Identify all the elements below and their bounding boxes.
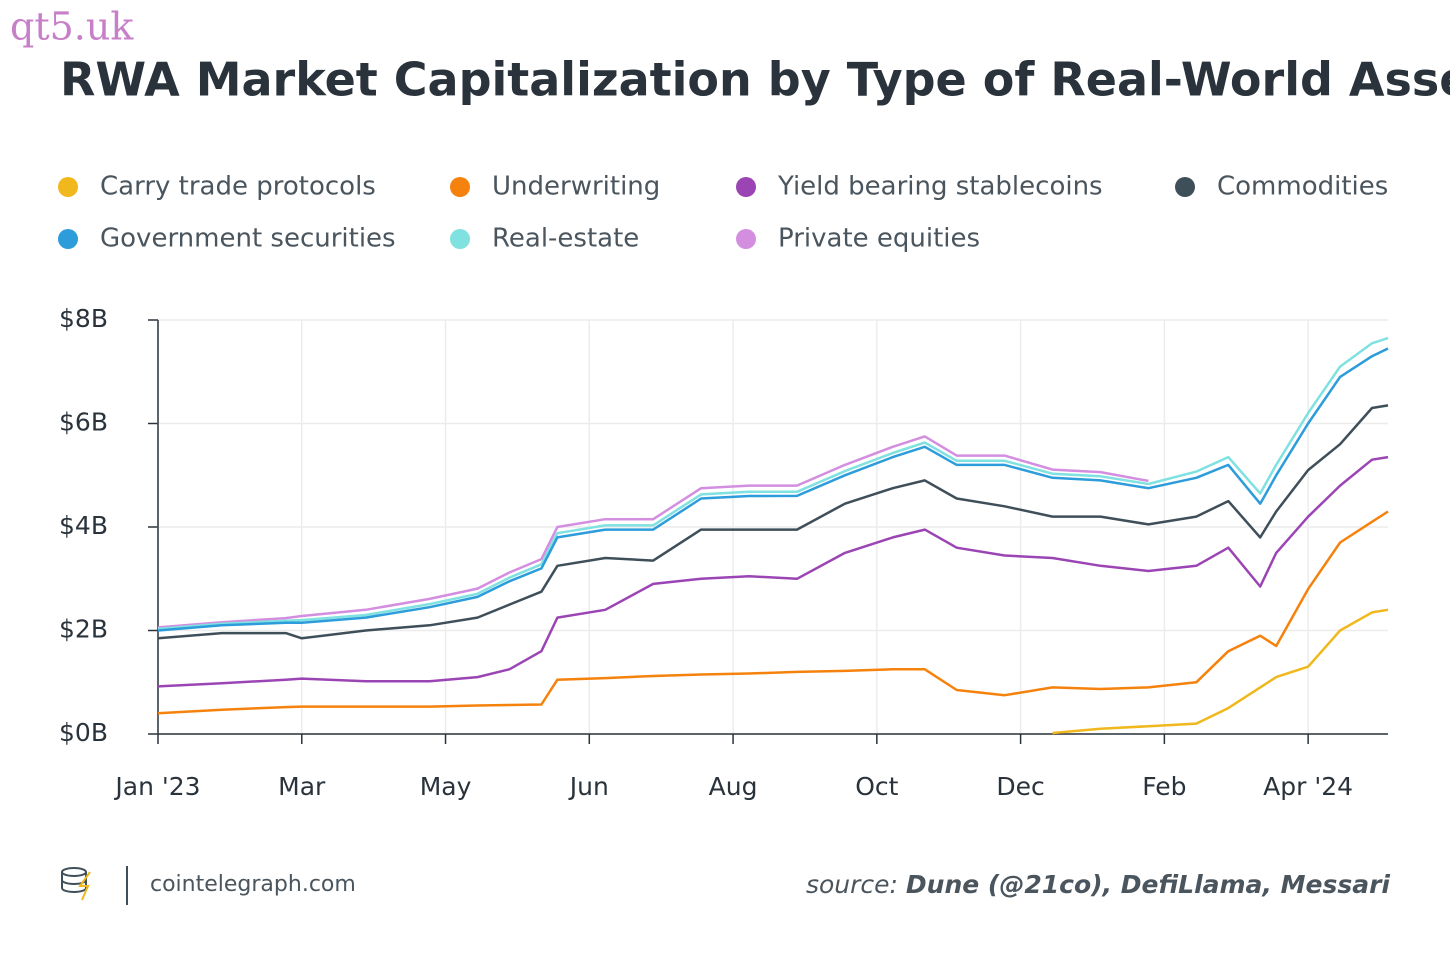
series-line bbox=[157, 435, 1149, 629]
x-tick-label: Jan '23 bbox=[113, 772, 200, 801]
y-tick-label: $0B bbox=[59, 718, 108, 747]
x-tick-label: Feb bbox=[1142, 772, 1186, 801]
x-tick-label: Jun bbox=[568, 772, 609, 801]
y-tick-label: $6B bbox=[59, 408, 108, 437]
logo bbox=[61, 867, 91, 901]
legend-marker bbox=[450, 229, 470, 249]
footer-site: cointelegraph.com bbox=[150, 872, 356, 897]
legend-label: Commodities bbox=[1217, 172, 1388, 202]
legend-marker bbox=[450, 177, 470, 197]
legend-marker bbox=[58, 229, 78, 249]
footer-source: source: Dune (@21co), DefiLlama, Messari bbox=[806, 870, 1390, 899]
x-tick-label: Dec bbox=[996, 772, 1044, 801]
source-label: source: bbox=[806, 870, 898, 899]
legend-marker bbox=[1175, 177, 1195, 197]
legend-label: Government securities bbox=[100, 224, 396, 254]
x-tick-label: Apr '24 bbox=[1263, 772, 1353, 801]
legend-label: Private equities bbox=[778, 224, 980, 254]
legend-label: Yield bearing stablecoins bbox=[777, 172, 1103, 202]
series-line bbox=[1052, 608, 1389, 735]
watermark: qt5.uk bbox=[10, 5, 134, 49]
x-tick-label: May bbox=[420, 772, 472, 801]
x-tick-label: Oct bbox=[855, 772, 898, 801]
series-line bbox=[157, 336, 1389, 631]
legend-label: Underwriting bbox=[492, 172, 660, 202]
y-tick-label: $4B bbox=[59, 511, 108, 540]
series-line bbox=[157, 455, 1389, 688]
x-tick-label: Aug bbox=[709, 772, 758, 801]
legend-marker bbox=[736, 177, 756, 197]
y-tick-label: $8B bbox=[59, 304, 108, 333]
legend-marker bbox=[58, 177, 78, 197]
series-line bbox=[157, 347, 1389, 632]
y-tick-label: $2B bbox=[59, 615, 108, 644]
series-line bbox=[157, 510, 1389, 715]
legend-label: Carry trade protocols bbox=[100, 172, 376, 202]
source-text: Dune (@21co), DefiLlama, Messari bbox=[906, 870, 1391, 899]
legend-label: Real-estate bbox=[492, 224, 639, 254]
series-line bbox=[157, 404, 1389, 640]
legend-marker bbox=[736, 229, 756, 249]
x-tick-label: Mar bbox=[278, 772, 326, 801]
chart-title: RWA Market Capitalization by Type of Rea… bbox=[60, 53, 1450, 107]
